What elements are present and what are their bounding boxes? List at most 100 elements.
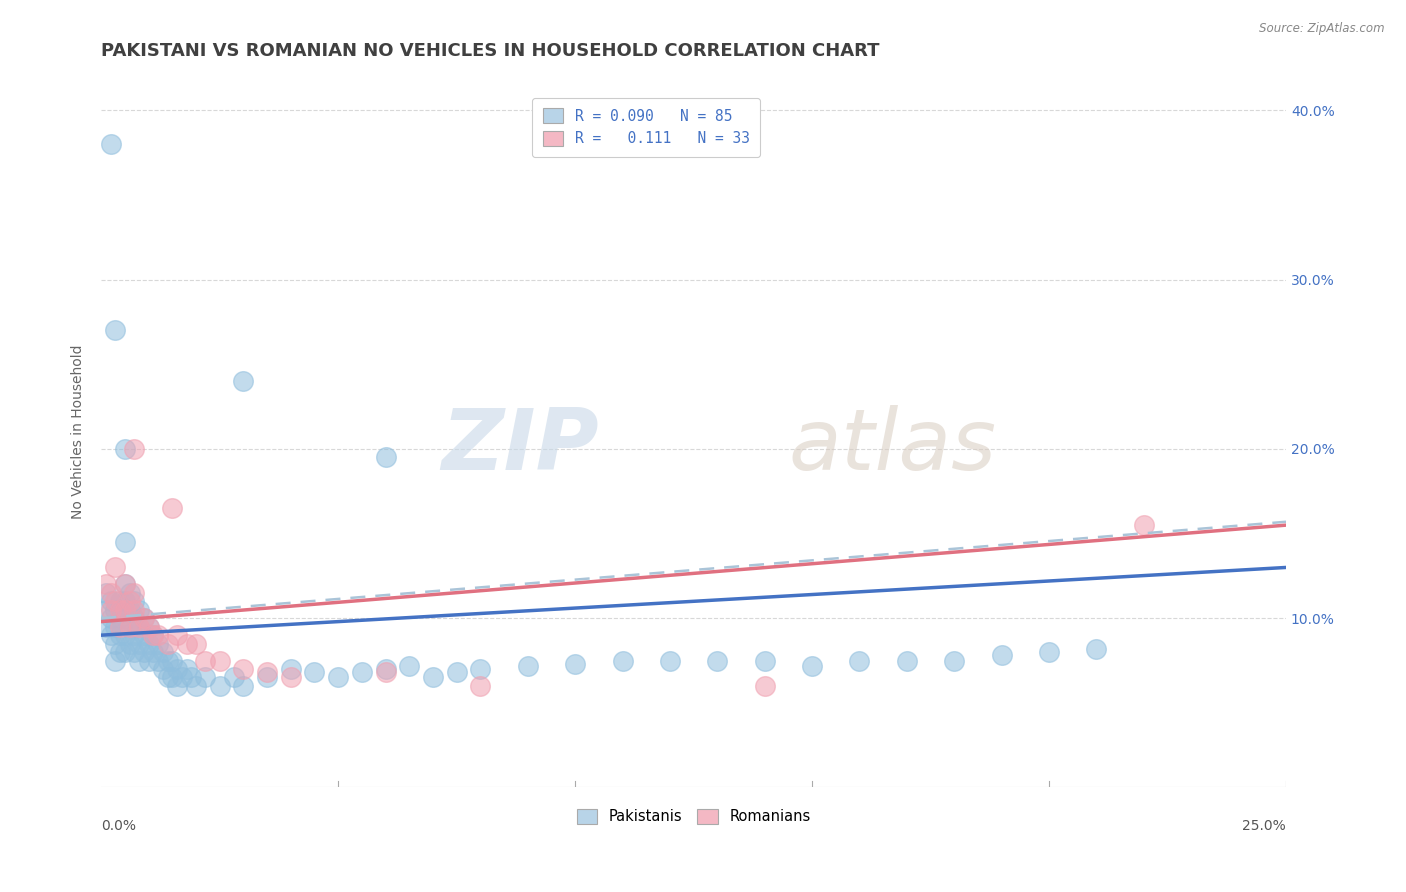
Point xyxy=(194,654,217,668)
Y-axis label: No Vehicles in Household: No Vehicles in Household xyxy=(72,345,86,519)
Point xyxy=(896,654,918,668)
Point xyxy=(1133,518,1156,533)
Text: PAKISTANI VS ROMANIAN NO VEHICLES IN HOUSEHOLD CORRELATION CHART: PAKISTANI VS ROMANIAN NO VEHICLES IN HOU… xyxy=(101,42,880,60)
Point xyxy=(176,637,198,651)
Point xyxy=(114,594,136,608)
Point xyxy=(658,654,681,668)
Point xyxy=(256,670,278,684)
Point xyxy=(108,645,131,659)
Point xyxy=(146,654,169,668)
Point xyxy=(1038,645,1060,659)
Point xyxy=(232,662,254,676)
Point xyxy=(114,577,136,591)
Point xyxy=(114,628,136,642)
Point xyxy=(180,670,202,684)
Point xyxy=(108,594,131,608)
Point xyxy=(754,654,776,668)
Point xyxy=(124,645,146,659)
Point xyxy=(208,679,231,693)
Point xyxy=(470,679,492,693)
Point xyxy=(612,654,634,668)
Point xyxy=(152,662,174,676)
Point xyxy=(104,637,127,651)
Point xyxy=(156,654,179,668)
Point xyxy=(128,654,150,668)
Point xyxy=(124,586,146,600)
Point xyxy=(114,645,136,659)
Point xyxy=(990,648,1012,663)
Point xyxy=(94,586,117,600)
Point xyxy=(138,620,160,634)
Point xyxy=(754,679,776,693)
Point xyxy=(104,594,127,608)
Point xyxy=(146,637,169,651)
Point xyxy=(132,611,155,625)
Point xyxy=(104,603,127,617)
Point xyxy=(943,654,966,668)
Point xyxy=(166,628,188,642)
Point xyxy=(194,670,217,684)
Point xyxy=(156,670,179,684)
Point xyxy=(184,637,207,651)
Point xyxy=(328,670,350,684)
Point xyxy=(100,603,122,617)
Point xyxy=(232,679,254,693)
Point xyxy=(374,665,396,680)
Point xyxy=(124,603,146,617)
Point xyxy=(142,628,165,642)
Point xyxy=(108,620,131,634)
Point xyxy=(100,586,122,600)
Point xyxy=(208,654,231,668)
Point xyxy=(114,535,136,549)
Point xyxy=(170,670,193,684)
Point xyxy=(162,654,184,668)
Point xyxy=(350,665,373,680)
Point xyxy=(166,679,188,693)
Point xyxy=(104,654,127,668)
Point xyxy=(1085,641,1108,656)
Point xyxy=(132,628,155,642)
Point xyxy=(138,654,160,668)
Point xyxy=(104,620,127,634)
Point xyxy=(132,611,155,625)
Point xyxy=(114,577,136,591)
Point xyxy=(118,586,141,600)
Point xyxy=(94,603,117,617)
Point xyxy=(398,658,420,673)
Point xyxy=(162,501,184,516)
Point xyxy=(564,657,586,671)
Point xyxy=(706,654,728,668)
Point xyxy=(142,628,165,642)
Point xyxy=(128,637,150,651)
Point xyxy=(146,628,169,642)
Point xyxy=(176,662,198,676)
Point xyxy=(166,662,188,676)
Point xyxy=(280,662,302,676)
Point xyxy=(374,450,396,465)
Point xyxy=(280,670,302,684)
Point xyxy=(156,637,179,651)
Point xyxy=(142,645,165,659)
Point xyxy=(801,658,824,673)
Point xyxy=(256,665,278,680)
Point xyxy=(128,620,150,634)
Point xyxy=(104,323,127,337)
Point xyxy=(100,628,122,642)
Point xyxy=(128,603,150,617)
Point xyxy=(138,637,160,651)
Point xyxy=(374,662,396,676)
Point xyxy=(114,603,136,617)
Text: atlas: atlas xyxy=(789,405,997,488)
Point xyxy=(222,670,245,684)
Point xyxy=(104,560,127,574)
Point xyxy=(124,442,146,456)
Point xyxy=(446,665,468,680)
Point xyxy=(128,620,150,634)
Point xyxy=(162,670,184,684)
Point xyxy=(124,628,146,642)
Point xyxy=(470,662,492,676)
Point xyxy=(124,611,146,625)
Point xyxy=(108,611,131,625)
Point xyxy=(118,620,141,634)
Point xyxy=(108,603,131,617)
